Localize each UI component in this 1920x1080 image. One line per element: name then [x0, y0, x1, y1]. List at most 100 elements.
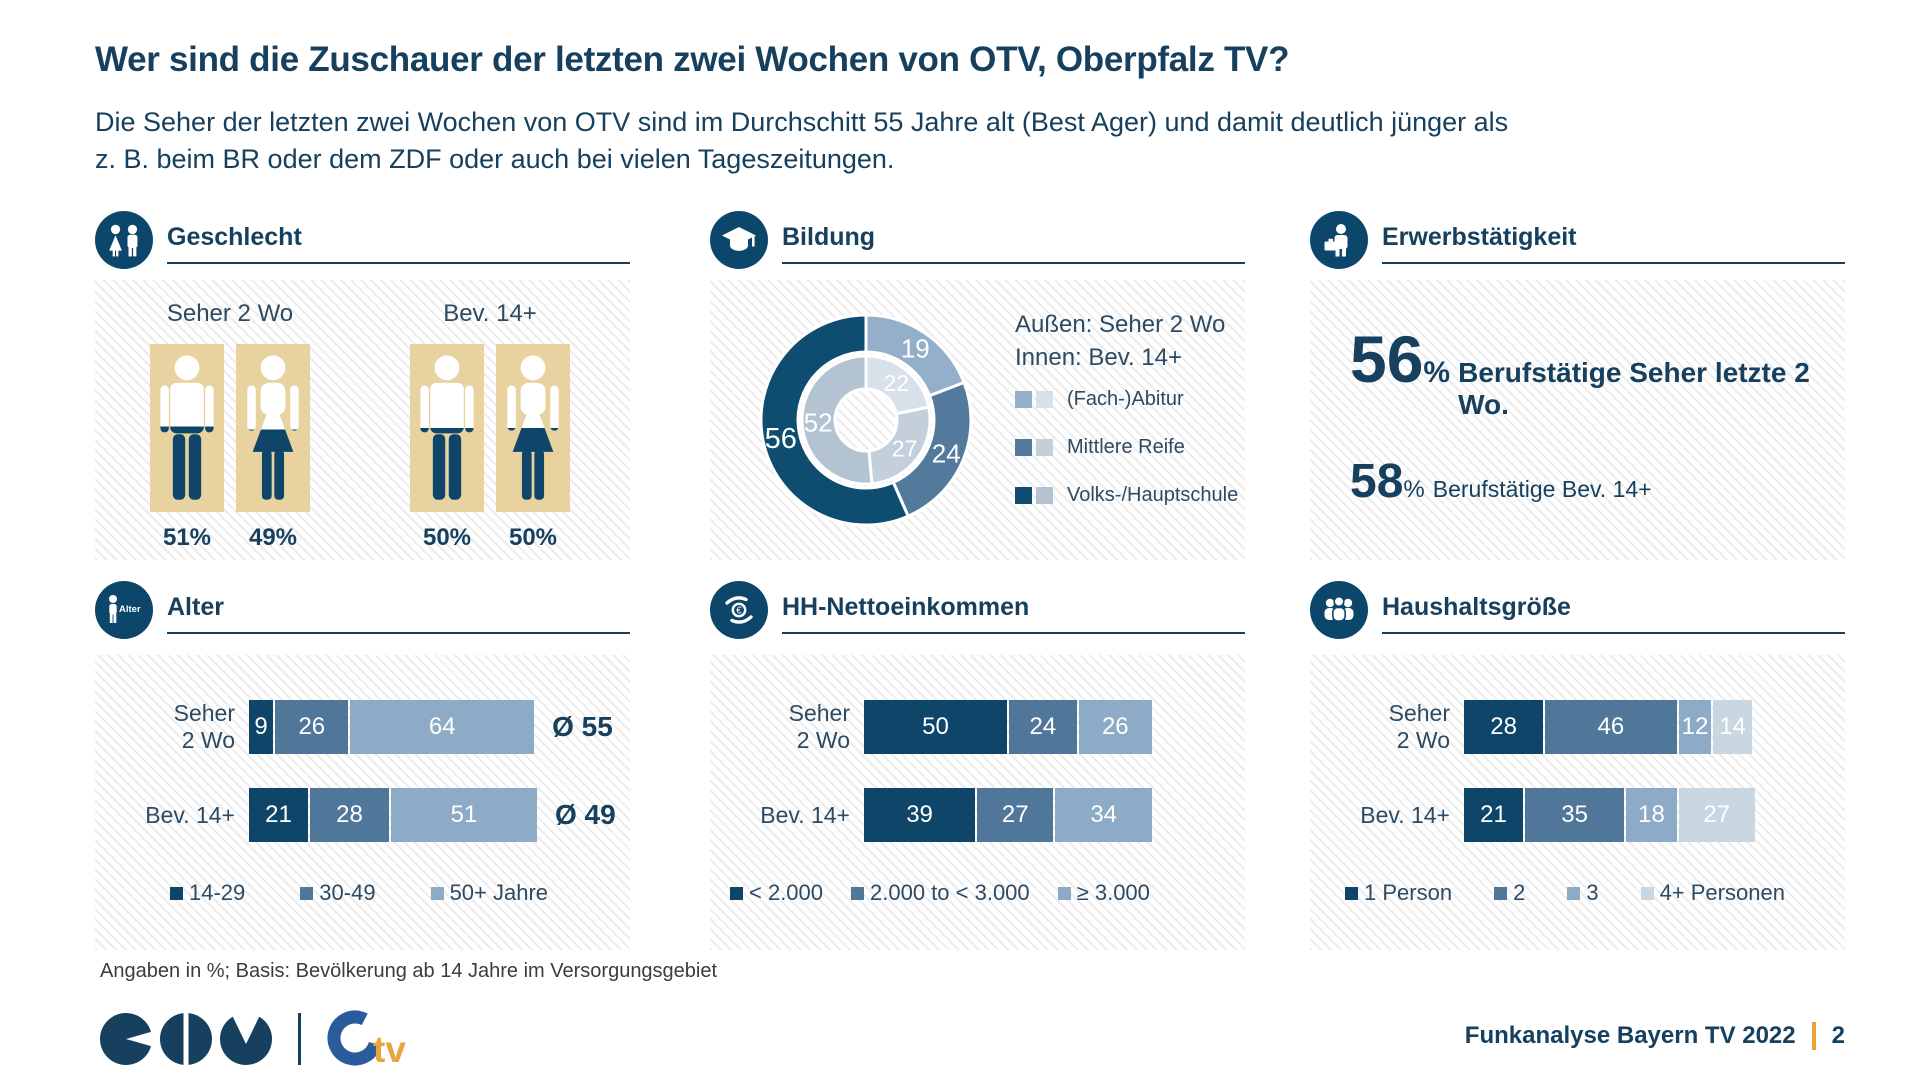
- employment-stat-population-unit: %: [1403, 476, 1425, 503]
- donut-segment: [800, 354, 874, 486]
- legend-item: < 2.000: [730, 880, 823, 906]
- panel-household: Haushaltsgröße Seher 2 Wo 28 46 12 14 Bev. 14…: [1310, 581, 1845, 950]
- panel-age-rule: [167, 632, 630, 634]
- legend-label: 2: [1513, 880, 1526, 905]
- bar-legend: 14-29 30-49 50+ Jahre: [170, 880, 630, 906]
- bar-row: Seher 2 Wo 28 46 12 14: [1310, 700, 1845, 754]
- bar-track: 28 46 12 14: [1464, 700, 1754, 754]
- bar-row-label: Bev. 14+: [1360, 801, 1450, 828]
- education-donut-chart: 19 24 56 22 27 52: [736, 290, 996, 555]
- panel-age-title: Alter: [167, 593, 224, 621]
- employment-stat-population-label: Berufstätige Bev. 14+: [1432, 476, 1652, 502]
- legend-item: 2: [1494, 880, 1525, 906]
- bar-segment: 28: [1464, 700, 1544, 754]
- panel-household-body: Seher 2 Wo 28 46 12 14 Bev. 14+ 21 35 18 27 1 Pers…: [1310, 655, 1845, 950]
- bar-segment: 14: [1713, 700, 1752, 754]
- gender-pcts: 51% 49%: [150, 524, 310, 552]
- footer-page-number: 2: [1831, 1022, 1845, 1049]
- legend-inner-swatch: [1036, 487, 1053, 504]
- bar-row: Bev. 14+ 39 27 34: [710, 788, 1245, 842]
- education-legend-label: Volks-/Hauptschule: [1067, 484, 1239, 506]
- panel-employment-rule: [1382, 262, 1845, 264]
- footer-logos: tv: [98, 1008, 433, 1070]
- legend-label: 2.000 to < 3.000: [870, 880, 1030, 905]
- gender-icon-glyph: [109, 224, 138, 257]
- panel-age: Alter Alter Seher 2 Wo 9 26 64 Ø 55 Bev. 14+ 2…: [95, 581, 630, 950]
- female-pictogram: [507, 355, 559, 500]
- employment-stat-viewers-label: Berufstätige Seher letzte 2 Wo.: [1458, 357, 1810, 420]
- bar-segment: 21: [1464, 788, 1523, 842]
- age-bars: Seher 2 Wo 9 26 64 Ø 55 Bev. 14+ 21 28 51 Ø 49 14-…: [95, 655, 630, 906]
- legend-swatch: [851, 886, 865, 900]
- panel-income-body: Seher 2 Wo 50 24 26 Bev. 14+ 39 27 34 < 2.000 2.0…: [710, 655, 1245, 950]
- legend-swatch: [1640, 886, 1654, 900]
- legend-item: 2.000 to < 3.000: [851, 880, 1030, 906]
- bar-row-label: Bev. 14+: [145, 801, 235, 828]
- page-subtitle: Die Seher der letzten zwei Wochen von OT…: [95, 107, 1509, 174]
- household-icon-glyph: [1324, 595, 1354, 622]
- legend-item: 3: [1567, 880, 1599, 906]
- legend-label: 30-49: [319, 880, 376, 905]
- svg-text:tv: tv: [373, 1029, 406, 1070]
- legend-label: ≥ 3.000: [1076, 880, 1150, 905]
- bar-row-label: Seher 2 Wo: [788, 700, 850, 753]
- panel-education-header: Bildung: [710, 211, 1245, 280]
- legend-label: 50+ Jahre: [449, 880, 549, 905]
- bar-segment: 12: [1678, 700, 1712, 754]
- household-bars: Seher 2 Wo 28 46 12 14 Bev. 14+ 21 35 18 27 1 Pers…: [1310, 655, 1845, 906]
- page-title: Wer sind die Zuschauer der letzten zwei …: [95, 40, 1290, 79]
- employment-icon-glyph: [1324, 224, 1348, 257]
- donut-segment: [867, 405, 932, 486]
- gender-icon: [95, 211, 153, 269]
- education-note-outer: Außen: Seher 2 Wo: [1015, 311, 1226, 338]
- bar-track: 39 27 34: [864, 788, 1154, 842]
- male-pct-label: 50%: [422, 524, 472, 551]
- panel-income-rule: [782, 632, 1245, 634]
- employment-icon: [1310, 211, 1368, 269]
- bar-row: Seher 2 Wo 9 26 64 Ø 55: [95, 700, 630, 754]
- bar-legend: < 2.000 2.000 to < 3.000 ≥ 3.000: [730, 880, 1245, 906]
- footer-source-label: Funkanalyse Bayern TV 2022: [1464, 1022, 1796, 1049]
- panel-gender: Geschlecht Seher 2 Wo 51% 49% Bev. 14+ 50% 50…: [95, 211, 630, 560]
- gender-pcts: 50% 50%: [410, 524, 570, 552]
- employment-stat-population-value: 58: [1350, 455, 1404, 508]
- legend-swatch: [170, 886, 183, 900]
- legend-label: 4+ Personen: [1659, 880, 1785, 905]
- legend-label: 3: [1586, 880, 1599, 905]
- female-pictogram: [247, 355, 299, 500]
- education-legend-item: (Fach-)Abitur: [1015, 388, 1238, 411]
- education-legend: (Fach-)Abitur Mittlere Reife Volks-/Haupts…: [1015, 388, 1238, 532]
- bar-segment: 26: [275, 700, 349, 754]
- income-icon: €: [710, 581, 768, 639]
- legend-swatch: [300, 886, 314, 900]
- gender-group-label: Bev. 14+: [443, 300, 537, 327]
- legend-label: 1 Person: [1364, 880, 1453, 905]
- gender-groups: Seher 2 Wo 51% 49% Bev. 14+ 50% 50%: [95, 280, 630, 552]
- bar-segment: 9: [249, 700, 274, 754]
- donut-segment: [759, 313, 911, 527]
- panel-household-rule: [1382, 632, 1845, 634]
- income-bars: Seher 2 Wo 50 24 26 Bev. 14+ 39 27 34 < 2.000 2.0…: [710, 655, 1245, 906]
- panel-employment-body: 56% Berufstätige Seher letzte 2 Wo. 58% …: [1310, 280, 1845, 560]
- legend-outer-swatch: [1015, 487, 1032, 504]
- income-icon-glyph: €: [725, 596, 753, 624]
- bar-track: 50 24 26: [864, 700, 1154, 754]
- legend-label: 14-29: [189, 880, 246, 905]
- legend-swatch: [1567, 886, 1581, 900]
- female-pct-label: 50%: [508, 524, 558, 551]
- donut-segment-value: 24: [932, 439, 961, 469]
- publisher-logo: [100, 1011, 272, 1067]
- panel-household-title: Haushaltsgröße: [1382, 593, 1571, 621]
- legend-item: 14-29: [170, 880, 245, 906]
- otv-logo: tv: [327, 1010, 406, 1070]
- bar-segment: 39: [864, 788, 976, 842]
- panel-age-body: Seher 2 Wo 9 26 64 Ø 55 Bev. 14+ 21 28 51 Ø 49 14-…: [95, 655, 630, 950]
- employment-stat-viewers-value: 56: [1350, 322, 1424, 396]
- household-icon: [1310, 581, 1368, 639]
- legend-outer-swatch: [1015, 439, 1032, 456]
- panel-gender-rule: [167, 262, 630, 264]
- female-tile: [236, 344, 310, 512]
- bar-average-label: Ø 49: [554, 799, 616, 830]
- female-pct-label: 49%: [248, 524, 298, 551]
- donut-segment-value: 52: [804, 407, 833, 437]
